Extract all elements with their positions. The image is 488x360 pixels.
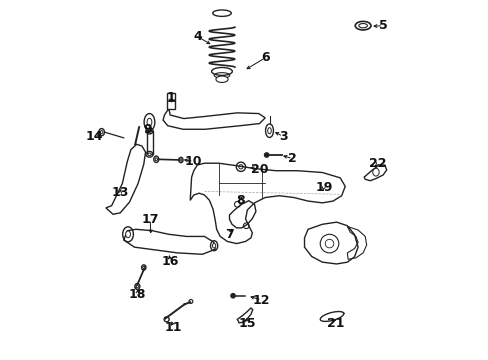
Text: 6: 6 <box>261 51 269 64</box>
Text: 9: 9 <box>142 123 151 136</box>
Ellipse shape <box>125 231 130 238</box>
Text: 14: 14 <box>85 130 103 143</box>
Text: 15: 15 <box>238 317 256 330</box>
Circle shape <box>230 294 235 298</box>
Ellipse shape <box>142 266 144 269</box>
Circle shape <box>264 153 268 157</box>
Text: 13: 13 <box>111 186 129 199</box>
Text: 7: 7 <box>224 228 233 241</box>
Ellipse shape <box>155 158 157 161</box>
Ellipse shape <box>358 23 366 28</box>
Text: 2: 2 <box>288 152 297 165</box>
Ellipse shape <box>216 76 227 82</box>
Ellipse shape <box>212 243 215 248</box>
Ellipse shape <box>180 159 182 161</box>
Text: 16: 16 <box>161 255 179 268</box>
Ellipse shape <box>100 131 102 134</box>
Text: 8: 8 <box>236 194 245 207</box>
Ellipse shape <box>136 285 138 288</box>
FancyBboxPatch shape <box>166 93 175 109</box>
Text: 10: 10 <box>184 155 202 168</box>
Text: 19: 19 <box>314 181 332 194</box>
Ellipse shape <box>147 153 151 156</box>
Text: 11: 11 <box>164 321 182 334</box>
Ellipse shape <box>147 130 151 132</box>
Text: 18: 18 <box>128 288 146 301</box>
Text: 4: 4 <box>193 30 202 43</box>
Text: 5: 5 <box>378 19 386 32</box>
Text: 12: 12 <box>252 293 270 306</box>
Ellipse shape <box>147 118 152 126</box>
FancyBboxPatch shape <box>146 131 152 154</box>
Text: 17: 17 <box>141 213 159 226</box>
Text: 21: 21 <box>326 317 344 330</box>
Text: 22: 22 <box>368 157 386 170</box>
Text: 3: 3 <box>278 130 287 143</box>
Text: 1: 1 <box>166 91 175 104</box>
Text: 20: 20 <box>250 163 268 176</box>
Ellipse shape <box>267 128 271 134</box>
